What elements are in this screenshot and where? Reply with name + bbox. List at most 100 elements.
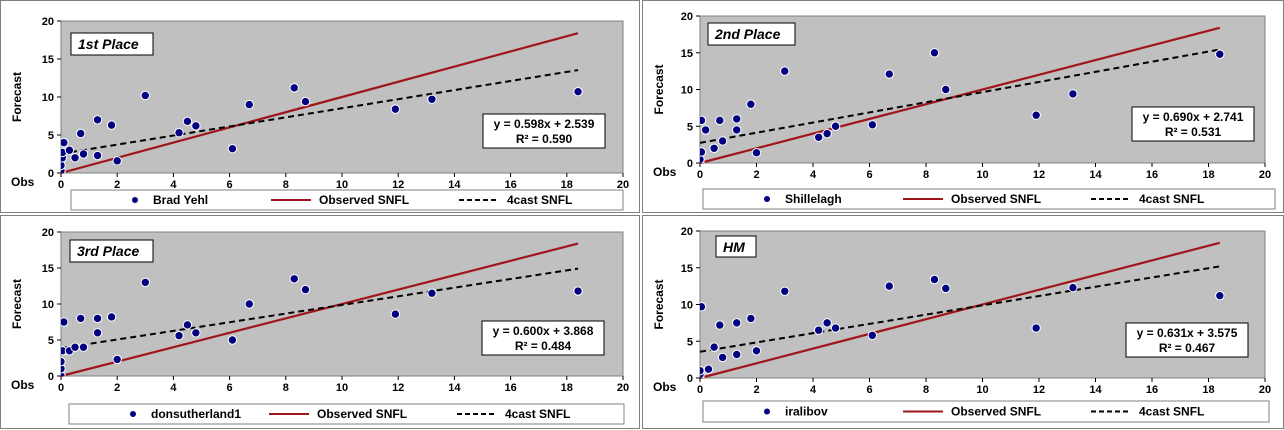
x-tick-label: 4 (170, 382, 177, 394)
legend-label: Observed SNFL (317, 407, 407, 421)
data-point (289, 83, 299, 93)
data-point (700, 154, 705, 163)
data-point (75, 128, 86, 139)
x-tick-label: 6 (866, 169, 872, 181)
x-tick-label: 10 (336, 179, 348, 191)
x-tick-label: 20 (617, 382, 629, 394)
y-tick-label: 20 (42, 227, 54, 239)
y-tick-label: 0 (687, 158, 693, 170)
data-point (700, 365, 705, 376)
data-point (941, 84, 951, 95)
chart-title: HM (723, 239, 745, 255)
regression-equation: y = 0.598x + 2.539 (494, 117, 595, 131)
data-point (830, 121, 841, 131)
points-group (700, 274, 1225, 378)
regression-equation: y = 0.690x + 2.741 (1143, 110, 1244, 124)
y-axis-label: Forecast (10, 279, 24, 329)
data-point (751, 148, 762, 158)
legend-box (68, 403, 625, 425)
y-tick-label: 5 (687, 336, 693, 348)
data-point (717, 352, 728, 363)
y-tick-label: 0 (48, 168, 54, 180)
4cast-snfl-line (699, 48, 1220, 144)
y-tick-label: 0 (48, 371, 54, 383)
x-tick-label: 12 (392, 179, 404, 191)
observed-snfl-line (699, 241, 1221, 380)
legend-label: Observed SNFL (951, 405, 1041, 419)
x-tick-label: 8 (923, 169, 929, 181)
legend-label: Brad Yehl (153, 193, 208, 207)
data-point (64, 145, 75, 155)
data-point (112, 156, 122, 166)
x-tick-label: 4 (170, 179, 177, 191)
legend-label: 4cast SNFL (1139, 405, 1204, 419)
data-point (300, 284, 311, 295)
data-point (112, 354, 122, 365)
x-tick-label: 20 (1259, 384, 1271, 396)
data-point (390, 104, 401, 114)
regression-box (482, 113, 606, 149)
chart-svg-hm: 0 5 10 15 20 0 2 4 6 8 10 12 14 16 18 20 Forecast Obs HM y … (652, 226, 1271, 423)
x-tick-label: 14 (448, 382, 461, 394)
x-axis-label: Obs (653, 165, 677, 179)
data-point (780, 66, 790, 76)
legend-box (702, 400, 1270, 423)
y-tick-label: 15 (42, 263, 54, 275)
y-tick-label: 20 (681, 11, 693, 23)
x-tick-label: 18 (1202, 384, 1214, 396)
x-axis-label: Obs (11, 175, 35, 189)
legend-label: 4cast SNFL (507, 193, 572, 207)
regression-equation: y = 0.631x + 3.575 (1137, 326, 1238, 340)
data-point (941, 283, 951, 294)
x-tick-label: 8 (923, 384, 929, 396)
x-tick-label: 16 (504, 179, 516, 191)
data-point (703, 364, 714, 374)
data-point (70, 342, 80, 352)
data-point (191, 121, 201, 131)
data-point (813, 132, 824, 142)
data-point (700, 147, 707, 157)
data-point (182, 320, 193, 330)
y-tick-label: 15 (681, 48, 693, 60)
data-point (732, 125, 742, 135)
data-point (227, 335, 238, 345)
points-group (700, 48, 1225, 163)
data-point (78, 149, 89, 159)
legend-label: Observed SNFL (319, 193, 409, 207)
x-tick-label: 0 (697, 384, 703, 396)
data-point (140, 277, 151, 288)
x-tick-label: 2 (114, 179, 120, 191)
y-tick-label: 20 (42, 16, 54, 28)
data-point (822, 318, 832, 328)
chart-title: 1st Place (78, 36, 139, 52)
legend-box (702, 188, 1276, 210)
data-point (822, 128, 832, 139)
y-axis-label: Forecast (652, 64, 666, 114)
x-tick-label: 16 (504, 382, 516, 394)
data-point (732, 349, 742, 360)
x-tick-label: 12 (1033, 169, 1045, 181)
data-point (1068, 282, 1078, 293)
data-point (61, 317, 69, 327)
data-point (244, 299, 254, 309)
data-point (929, 48, 940, 58)
x-tick-label: 4 (810, 384, 817, 396)
y-tick-label: 10 (42, 299, 54, 311)
data-point (1215, 49, 1225, 59)
x-tick-label: 8 (283, 382, 289, 394)
x-tick-label: 16 (1146, 169, 1158, 181)
y-tick-label: 0 (687, 373, 693, 385)
data-point (732, 114, 742, 124)
data-point (1031, 110, 1041, 120)
data-point (700, 115, 707, 126)
legend-marker-brad-yehl (132, 197, 138, 203)
x-tick-label: 14 (1089, 169, 1102, 181)
data-point (61, 356, 66, 367)
data-point (573, 86, 583, 97)
observed-snfl-line (60, 242, 579, 378)
data-point (709, 143, 719, 154)
legend-marker-iralibov (764, 408, 770, 415)
data-point (1031, 323, 1041, 333)
data-point (106, 120, 117, 130)
data-point (227, 143, 238, 154)
